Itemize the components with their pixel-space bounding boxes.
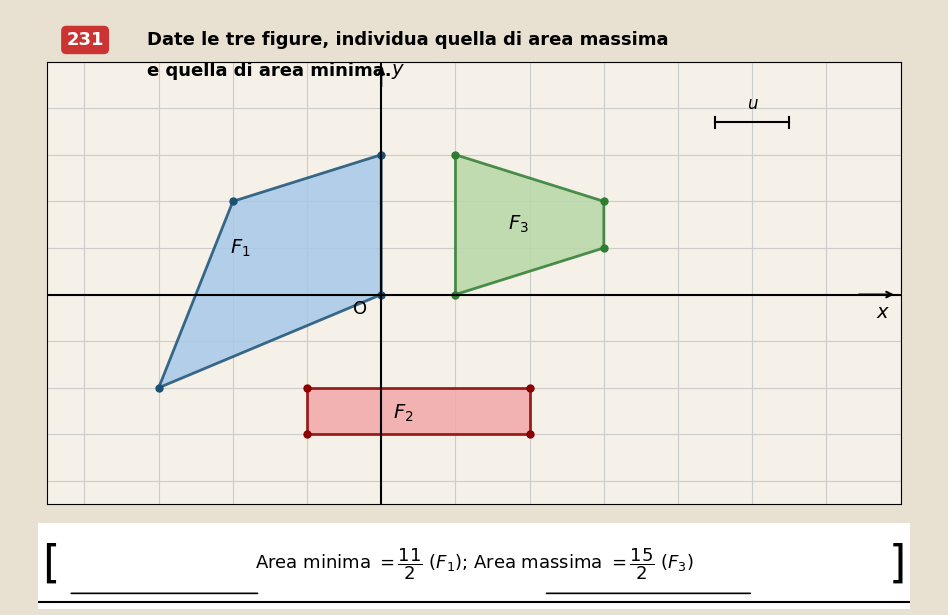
Point [447,290,463,300]
Text: $F_2$: $F_2$ [393,403,413,424]
FancyBboxPatch shape [38,523,910,609]
Point [522,383,538,393]
Point [374,150,389,160]
Point [596,243,611,253]
Point [596,196,611,206]
Point [300,383,315,393]
Text: x: x [876,303,888,322]
Point [374,290,389,300]
Text: u: u [747,95,757,113]
Text: 231: 231 [66,31,104,49]
Point [447,150,463,160]
Polygon shape [307,388,530,434]
Text: e quella di area minima.: e quella di area minima. [147,62,392,80]
Point [522,429,538,439]
Text: ]: ] [888,542,905,585]
Text: Area minima $= \dfrac{11}{2}$ ($F_1$); Area massima $= \dfrac{15}{2}$ ($F_3$): Area minima $= \dfrac{11}{2}$ ($F_1$); A… [255,546,693,582]
Polygon shape [455,155,604,295]
Text: $F_1$: $F_1$ [230,237,250,258]
Text: [: [ [43,542,60,585]
Text: y: y [392,60,403,79]
Text: O: O [354,301,368,319]
Polygon shape [158,155,381,388]
Point [226,196,241,206]
Text: Date le tre figure, individua quella di area massima: Date le tre figure, individua quella di … [147,31,668,49]
Point [151,383,166,393]
Text: $F_3$: $F_3$ [508,214,529,236]
Point [300,429,315,439]
